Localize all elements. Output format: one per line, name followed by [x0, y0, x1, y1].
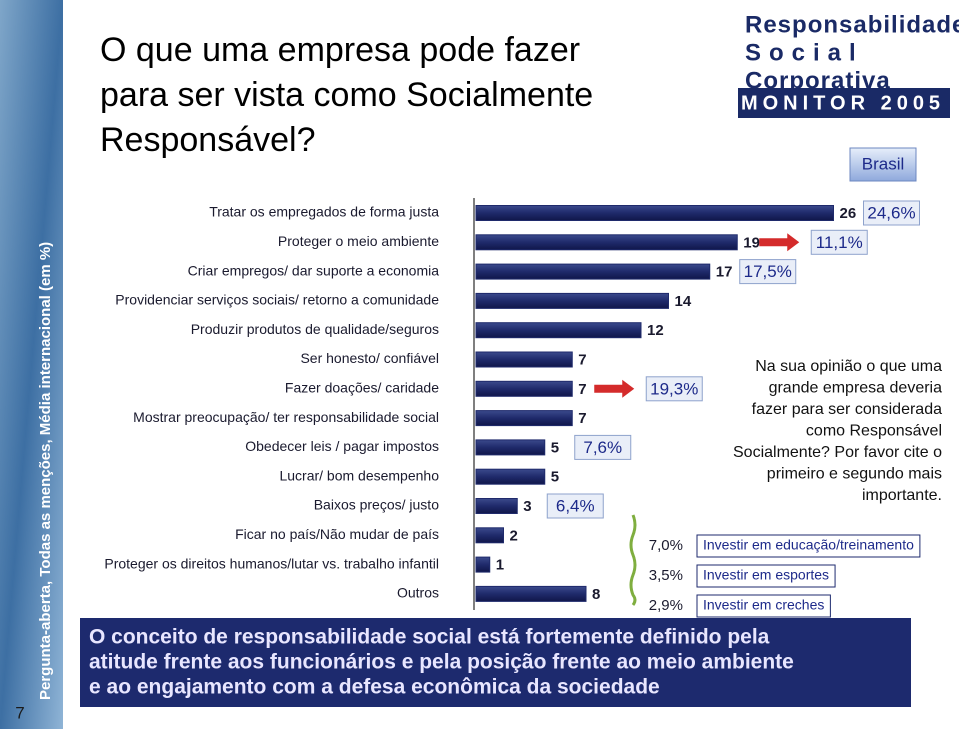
comparison-label: 7,6%: [583, 438, 622, 457]
question-line: grande empresa deveria: [769, 380, 943, 397]
bar-value: 7: [578, 351, 586, 368]
category-label: Criar empregos/ dar suporte a economia: [188, 262, 440, 278]
bar-value: 2: [510, 527, 518, 544]
category-label: Fazer doações/ caridade: [285, 380, 439, 396]
category-label: Tratar os empregados de forma justa: [209, 204, 439, 220]
category-label: Proteger os direitos humanos/lutar vs. t…: [104, 555, 439, 571]
sidebar-text: Pergunta-aberta, Todas as menções, Média…: [37, 242, 54, 700]
category-label: Baixos preços/ justo: [314, 497, 439, 513]
page-number: 7: [15, 703, 24, 722]
bar: [475, 322, 642, 339]
comparison-label: 11,1%: [816, 233, 863, 252]
bar: [475, 585, 587, 602]
category-label: Produzir produtos de qualidade/seguros: [191, 321, 439, 337]
summary-line: e ao engajamento com a defesa econômica …: [89, 676, 660, 699]
detail-label: Investir em creches: [703, 597, 824, 613]
bar-value: 5: [551, 469, 559, 486]
comparison-box: [739, 259, 797, 285]
bar-value: 14: [675, 293, 692, 310]
bar: [475, 351, 573, 368]
question-line: importante.: [862, 487, 942, 504]
detail-box: [696, 534, 921, 558]
logo-banner: MONITOR 2005: [741, 92, 945, 114]
bar: [475, 468, 546, 485]
bar: [475, 527, 504, 544]
detail-value: 3,5%: [649, 567, 683, 584]
bar-value: 1: [496, 557, 504, 574]
bar-value: 7: [578, 381, 586, 398]
detail-label: Investir em esportes: [703, 567, 829, 583]
bar-value: 5: [551, 439, 559, 456]
bar: [475, 205, 834, 221]
detail-box: [696, 594, 831, 618]
category-label: Providenciar serviços sociais/ retorno a…: [115, 292, 439, 308]
brasil-box: [849, 147, 917, 182]
bar: [475, 498, 518, 514]
comparison-label: 6,4%: [556, 496, 595, 515]
comparison-name: Brasil: [862, 154, 905, 173]
bar-value: 26: [840, 205, 857, 222]
bar: [475, 439, 546, 456]
logo-line: Responsabilidade: [745, 11, 959, 38]
category-label: Outros: [397, 585, 439, 601]
decor-line: [629, 514, 637, 606]
category-label: Obedecer leis / pagar impostos: [245, 438, 439, 454]
category-label: Ser honesto/ confiável: [300, 350, 439, 366]
bar: [475, 292, 669, 309]
question-line: Socialmente? Por favor cite o: [733, 444, 942, 461]
question-line: Na sua opinião o que uma: [755, 358, 942, 375]
bar: [475, 234, 738, 251]
title-line: O que uma empresa pode fazer: [100, 31, 580, 69]
detail-label: Investir em educação/treinamento: [703, 537, 914, 553]
category-label: Ficar no país/Não mudar de país: [235, 526, 439, 542]
bar: [475, 410, 573, 427]
category-label: Lucrar/ bom desempenho: [279, 467, 439, 483]
summary-box: [80, 618, 911, 707]
comparison-box: [546, 493, 604, 519]
category-label: Mostrar preocupação/ ter responsabilidad…: [133, 409, 439, 425]
title-line: Responsável?: [100, 121, 315, 159]
category-label: Proteger o meio ambiente: [278, 233, 439, 249]
summary-line: atitude frente aos funcionários e pela p…: [89, 651, 794, 674]
arrow: [594, 379, 635, 398]
summary-line: O conceito de responsabilidade social es…: [89, 626, 770, 649]
question-line: fazer para ser considerada: [752, 401, 942, 418]
title-line: para ser vista como Socialmente: [100, 76, 593, 114]
sidebar: [0, 0, 63, 729]
detail-value: 2,9%: [649, 597, 683, 614]
comparison-box: [810, 229, 868, 255]
bar-value: 19: [743, 234, 760, 251]
bar: [475, 380, 573, 397]
bar-value: 8: [592, 586, 600, 603]
detail-value: 7,0%: [649, 537, 683, 554]
detail-box: [696, 564, 836, 588]
comparison-box: [863, 200, 920, 226]
bar: [475, 263, 711, 280]
logo-line: Corporativa: [745, 67, 891, 94]
comparison-label: 24,6%: [867, 203, 915, 222]
question-line: primeiro e segundo mais: [767, 466, 942, 483]
comparison-box: [645, 376, 703, 402]
bar-value: 12: [647, 322, 664, 339]
arrow: [759, 233, 800, 252]
bar: [475, 556, 491, 573]
comparison-label: 19,3%: [650, 379, 698, 398]
logo-banner-bg: [738, 88, 950, 118]
bar-value: 7: [578, 410, 586, 427]
bar-value: 3: [523, 498, 531, 515]
comparison-label: 17,5%: [744, 262, 792, 281]
logo-line: Social: [745, 39, 864, 66]
question-line: como Responsável: [806, 423, 942, 440]
bar-value: 17: [716, 264, 733, 281]
comparison-box: [574, 434, 632, 460]
